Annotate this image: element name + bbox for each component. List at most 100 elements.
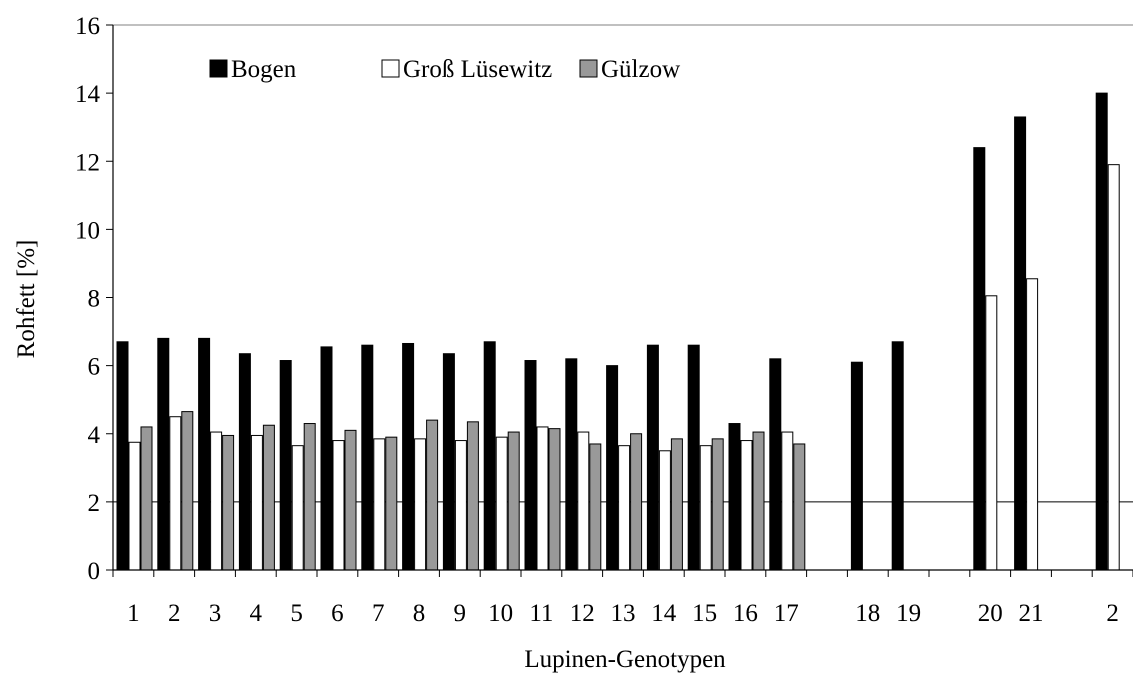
bar-bogen-7 bbox=[361, 344, 374, 571]
bar-g-lzow-4 bbox=[262, 424, 275, 571]
bar-gro-l-sewitz-20 bbox=[985, 295, 998, 571]
bar-bogen-4 bbox=[238, 353, 251, 571]
x-tick-label: 12 bbox=[570, 600, 595, 627]
bars bbox=[116, 92, 1120, 571]
bar-bogen-9 bbox=[442, 353, 455, 571]
bar-gro-l-sewitz-9 bbox=[454, 440, 467, 571]
y-tick-label: 12 bbox=[75, 149, 100, 176]
bar-bogen-19 bbox=[891, 341, 904, 571]
bar-g-lzow-17 bbox=[793, 443, 806, 571]
x-tick-label: 2 bbox=[1106, 600, 1119, 627]
x-tick-label: 3 bbox=[209, 600, 222, 627]
x-axis-label: Lupinen-Genotypen bbox=[524, 646, 726, 673]
bar-bogen-17 bbox=[769, 358, 782, 571]
y-axis-label: Rohfett [%] bbox=[13, 240, 40, 359]
bar-bogen-2 bbox=[157, 337, 170, 571]
bar-gro-l-sewitz-21 bbox=[1026, 278, 1039, 571]
bar-gro-l-sewitz-2 bbox=[169, 416, 182, 571]
x-tick-label: 15 bbox=[692, 600, 717, 627]
bar-bogen-6 bbox=[320, 346, 333, 571]
legend-swatch bbox=[381, 59, 400, 78]
bar-g-lzow-13 bbox=[630, 433, 643, 571]
bar-bogen-12 bbox=[565, 358, 578, 571]
y-tick-label: 2 bbox=[88, 490, 101, 517]
x-tick-label: 11 bbox=[529, 600, 553, 627]
y-tick-label: 16 bbox=[75, 13, 100, 40]
bar-g-lzow-8 bbox=[426, 419, 439, 571]
bar-g-lzow-10 bbox=[507, 431, 520, 571]
bar-g-lzow-15 bbox=[711, 438, 724, 571]
bar-g-lzow-2 bbox=[181, 411, 194, 571]
bar-g-lzow-7 bbox=[385, 436, 398, 571]
bar-g-lzow-16 bbox=[752, 431, 765, 571]
x-tick-label: 7 bbox=[372, 600, 385, 627]
bar-gro-l-sewitz-4 bbox=[250, 434, 263, 571]
bar-bogen-11 bbox=[524, 360, 537, 571]
bar-gro-l-sewitz-1 bbox=[128, 441, 141, 571]
bar-g-lzow-6 bbox=[344, 429, 357, 571]
x-tick-label: 17 bbox=[774, 600, 799, 627]
legend-label: Bogen bbox=[231, 56, 297, 83]
bar-g-lzow-14 bbox=[670, 438, 683, 571]
legend-label: Gülzow bbox=[601, 56, 680, 83]
bar-bogen-1 bbox=[116, 341, 129, 571]
x-tick-label: 1 bbox=[127, 600, 140, 627]
x-tick-label: 20 bbox=[978, 600, 1003, 627]
x-tick-label: 2 bbox=[168, 600, 181, 627]
bar-bogen-2 bbox=[1095, 92, 1108, 571]
bar-gro-l-sewitz-10 bbox=[495, 436, 508, 571]
legend: Bogen Groß Lüsewitz Gülzow bbox=[209, 56, 680, 83]
legend-label: Groß Lüsewitz bbox=[403, 56, 552, 83]
x-tick-label: 10 bbox=[488, 600, 513, 627]
bar-gro-l-sewitz-6 bbox=[332, 440, 345, 571]
x-tick-label: 19 bbox=[896, 600, 921, 627]
bar-gro-l-sewitz-14 bbox=[658, 450, 671, 571]
y-tick-label: 0 bbox=[88, 558, 101, 585]
bar-bogen-18 bbox=[850, 361, 863, 571]
bar-bogen-21 bbox=[1014, 116, 1027, 571]
bar-gro-l-sewitz-5 bbox=[291, 445, 304, 571]
bar-gro-l-sewitz-17 bbox=[781, 431, 794, 571]
bar-gro-l-sewitz-8 bbox=[414, 438, 427, 571]
x-tick-label: 5 bbox=[290, 600, 303, 627]
bar-gro-l-sewitz-3 bbox=[210, 431, 223, 571]
x-tick-label: 9 bbox=[454, 600, 467, 627]
bar-bogen-10 bbox=[483, 341, 496, 571]
y-tick-label: 4 bbox=[88, 422, 101, 449]
bar-gro-l-sewitz-16 bbox=[740, 440, 753, 571]
y-tick-label: 10 bbox=[75, 217, 100, 244]
x-tick-label: 18 bbox=[855, 600, 880, 627]
y-tick-label: 14 bbox=[75, 81, 101, 108]
bar-gro-l-sewitz-13 bbox=[618, 445, 631, 571]
bar-bogen-3 bbox=[198, 337, 211, 571]
bar-g-lzow-5 bbox=[303, 423, 316, 571]
bar-bogen-16 bbox=[728, 423, 741, 571]
x-tick-label: 21 bbox=[1019, 600, 1044, 627]
bar-gro-l-sewitz-2 bbox=[1107, 164, 1120, 571]
x-tick-label: 6 bbox=[331, 600, 344, 627]
y-tick-labels: 0 2 4 6 8 10 12 14 16 bbox=[75, 13, 101, 585]
x-tick-label: 14 bbox=[651, 600, 677, 627]
bar-bogen-13 bbox=[606, 365, 619, 571]
x-tick-label: 8 bbox=[413, 600, 426, 627]
bar-g-lzow-3 bbox=[222, 434, 235, 571]
x-tick-label: 16 bbox=[733, 600, 758, 627]
bar-g-lzow-1 bbox=[140, 426, 153, 571]
bar-bogen-20 bbox=[973, 147, 986, 571]
bar-gro-l-sewitz-7 bbox=[373, 438, 386, 571]
bar-gro-l-sewitz-15 bbox=[699, 445, 712, 571]
bar-bogen-15 bbox=[687, 344, 700, 571]
bar-g-lzow-12 bbox=[589, 443, 602, 571]
bar-gro-l-sewitz-12 bbox=[577, 431, 590, 571]
legend-swatch bbox=[579, 59, 598, 78]
legend-swatch bbox=[209, 59, 228, 78]
x-tick-label: 13 bbox=[611, 600, 636, 627]
bar-bogen-5 bbox=[279, 360, 292, 571]
bar-bogen-8 bbox=[402, 342, 415, 571]
bar-g-lzow-9 bbox=[466, 421, 479, 571]
y-tick-label: 6 bbox=[88, 354, 101, 381]
bar-g-lzow-11 bbox=[548, 428, 561, 571]
bar-bogen-14 bbox=[646, 344, 659, 571]
x-tick-label: 4 bbox=[250, 600, 263, 627]
